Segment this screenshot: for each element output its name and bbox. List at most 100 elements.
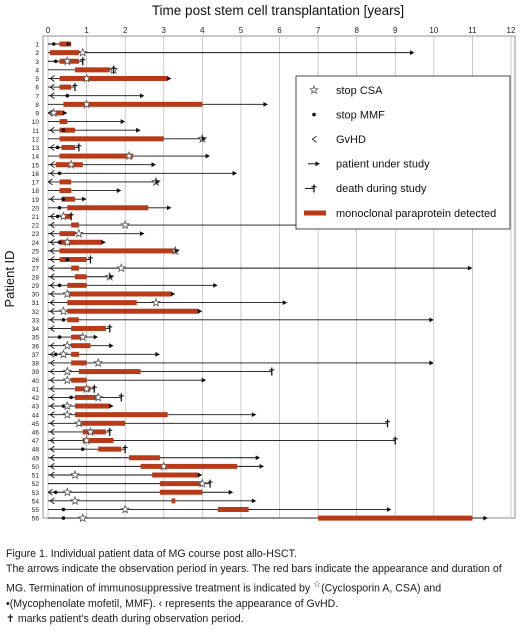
patient-id-label: 52 — [32, 481, 40, 488]
legend-bar-icon — [304, 210, 326, 216]
patient-id-label: 3 — [35, 59, 39, 66]
patient-id-label: 31 — [32, 300, 40, 307]
patient-row — [48, 324, 113, 333]
mg-bar — [59, 75, 168, 81]
mg-bar — [61, 196, 76, 202]
caption-text-1: The arrows indicate the observation peri… — [6, 563, 502, 595]
patient-row — [48, 281, 218, 289]
patient-row — [48, 478, 213, 488]
patient-row — [48, 469, 203, 480]
patient-id-label: 22 — [32, 223, 40, 230]
patient-id-label: 10 — [32, 119, 40, 126]
caption-mmf-symbol: • — [6, 598, 10, 611]
csa-marker — [62, 288, 73, 299]
csa-marker — [120, 219, 131, 230]
caption-text-5: marks patient's death during observation… — [14, 613, 244, 626]
arrow-head — [386, 507, 392, 512]
arrow-head — [109, 343, 114, 349]
arrow-head — [201, 136, 207, 142]
patient-row — [48, 349, 160, 359]
csa-marker — [85, 426, 96, 437]
mg-bar — [63, 101, 203, 107]
arrow-head — [82, 196, 87, 202]
patient-id-label: 1 — [35, 42, 39, 49]
mmf-marker — [55, 145, 60, 150]
csa-marker — [70, 495, 80, 506]
mg-bar — [82, 429, 106, 435]
x-tick-label: 6 — [277, 26, 282, 35]
arrow-head — [136, 127, 141, 133]
death-cross — [68, 212, 74, 221]
patient-row — [48, 133, 208, 143]
mg-bar — [159, 481, 203, 487]
gvhd-marker — [49, 428, 55, 436]
gvhd-marker — [49, 169, 55, 177]
mg-bar — [67, 308, 199, 314]
death-cross — [111, 65, 117, 74]
x-tick-label: 1 — [84, 26, 89, 35]
patient-id-label: 56 — [32, 516, 40, 523]
patient-id-label: 14 — [32, 154, 40, 161]
patient-row — [47, 487, 234, 497]
death-cross — [392, 436, 398, 445]
patient-row — [48, 445, 128, 454]
csa-marker — [116, 262, 127, 273]
patient-id-label: 55 — [32, 507, 40, 514]
death-cross — [122, 445, 128, 454]
mg-bar — [75, 274, 87, 280]
patient-row — [48, 426, 113, 437]
patient-id-label: 45 — [32, 421, 40, 428]
patient-row — [48, 92, 145, 100]
mg-bar — [71, 334, 83, 340]
gvhd-marker — [49, 419, 55, 427]
death-cross — [118, 393, 124, 402]
mg-bar — [55, 110, 64, 116]
patient-id-label: 18 — [32, 188, 40, 195]
patient-row — [48, 409, 257, 419]
arrow-head — [255, 455, 261, 461]
csa-marker — [58, 349, 69, 359]
gvhd-marker — [49, 230, 55, 237]
patient-row — [48, 143, 82, 152]
gvhd-marker — [49, 290, 55, 298]
mg-bar — [75, 67, 110, 73]
arrow-head — [139, 93, 145, 99]
patient-row — [48, 495, 257, 506]
mmf-marker — [65, 257, 70, 262]
patient-id-label: 38 — [32, 361, 40, 368]
mg-bar — [59, 84, 72, 90]
legend-cross-icon — [311, 184, 317, 193]
arrow-head — [166, 76, 172, 81]
csa-marker — [62, 237, 73, 247]
mg-bar — [152, 472, 199, 478]
csa-marker — [81, 435, 92, 445]
patient-id-label: 41 — [32, 386, 40, 393]
csa-marker — [66, 159, 77, 169]
patient-id-label: 28 — [32, 274, 40, 281]
patient-id-label: 51 — [32, 473, 40, 480]
legend-label: death during study — [336, 183, 427, 195]
csa-marker — [197, 478, 208, 488]
patient-row — [48, 316, 434, 324]
arrow-head — [174, 248, 180, 254]
legend-item-cross: death during study — [305, 183, 427, 195]
gvhd-marker — [49, 307, 55, 315]
mmf-marker — [57, 283, 62, 288]
patient-id-label: 37 — [32, 352, 40, 359]
csa-marker — [158, 461, 169, 471]
arrow-head — [205, 153, 211, 159]
arrow-head — [213, 282, 218, 288]
patient-rows — [47, 41, 488, 523]
mg-bar — [71, 325, 106, 331]
arrow-head — [155, 351, 160, 357]
legend-box — [295, 75, 511, 230]
gvhd-marker — [49, 75, 55, 82]
patient-id-label: 33 — [32, 317, 40, 324]
legend-label: stop MMF — [336, 109, 385, 121]
patient-row — [48, 504, 392, 514]
mg-bar — [82, 438, 114, 444]
arrow-head — [467, 265, 473, 271]
arrow-head — [116, 188, 122, 193]
patient-row — [48, 211, 74, 221]
mg-bar — [75, 403, 110, 409]
